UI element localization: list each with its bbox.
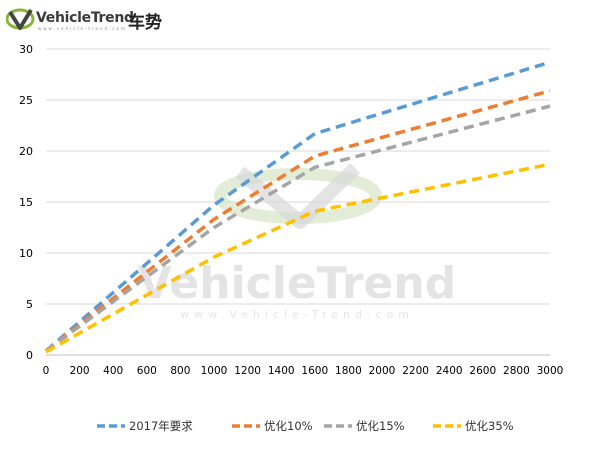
x-tick-label: 1400: [268, 365, 295, 377]
x-tick-label: 200: [70, 365, 90, 377]
x-tick-label: 600: [137, 365, 157, 377]
y-tick-label: 10: [19, 247, 33, 260]
y-tick-label: 15: [19, 196, 33, 209]
logo-tagline: www.vehicle-trend.com: [38, 26, 127, 31]
x-tick-label: 400: [103, 365, 123, 377]
x-tick-label: 2200: [402, 365, 429, 377]
series-lines: [44, 60, 551, 354]
y-tick-label: 5: [26, 298, 33, 311]
grid-lines: [46, 48, 550, 356]
series-line: [44, 60, 551, 353]
watermark-url: www.Vehicle-Trend.com: [180, 308, 414, 321]
axes: 0 5 10 15 20 25 30 0 200 400 600 800 1000 1200 1400 160…: [19, 43, 563, 377]
v-logo-icon: [6, 8, 35, 30]
legend-label: 优化15%: [356, 419, 405, 433]
legend-label: 2017年要求: [129, 419, 193, 433]
series-line: [44, 89, 551, 353]
y-tick-label: 25: [19, 94, 33, 107]
legend-label: 优化35%: [465, 419, 514, 433]
x-tick-label: 0: [43, 365, 50, 377]
x-tick-label: 1600: [301, 365, 328, 377]
logo-brand-text: VehicleTrend: [36, 10, 134, 26]
legend: 2017年要求 优化10% 优化15% 优化35%: [97, 419, 514, 433]
y-tick-label: 20: [19, 145, 33, 158]
x-tick-label: 2000: [369, 365, 396, 377]
watermark-brand: VehicleTrend: [138, 258, 456, 309]
logo-brand-cn: 车势: [128, 13, 162, 33]
x-tick-label: 1800: [335, 365, 362, 377]
y-tick-label: 30: [19, 43, 33, 56]
x-tick-label: 2600: [469, 365, 496, 377]
series-line: [45, 162, 551, 354]
x-tick-label: 2800: [503, 365, 530, 377]
legend-label: 优化10%: [264, 419, 313, 433]
x-tick-label: 800: [170, 365, 190, 377]
series-line: [44, 104, 551, 353]
vehicletrend-logo: VehicleTrend 车势 www.vehicle-trend.com: [6, 4, 206, 33]
x-tick-label: 3000: [537, 365, 564, 377]
x-tick-label: 1200: [234, 365, 261, 377]
y-tick-label: 0: [26, 349, 33, 362]
x-tick-label: 2400: [436, 365, 463, 377]
x-tick-label: 1000: [201, 365, 228, 377]
watermark-v-icon: [235, 163, 360, 229]
